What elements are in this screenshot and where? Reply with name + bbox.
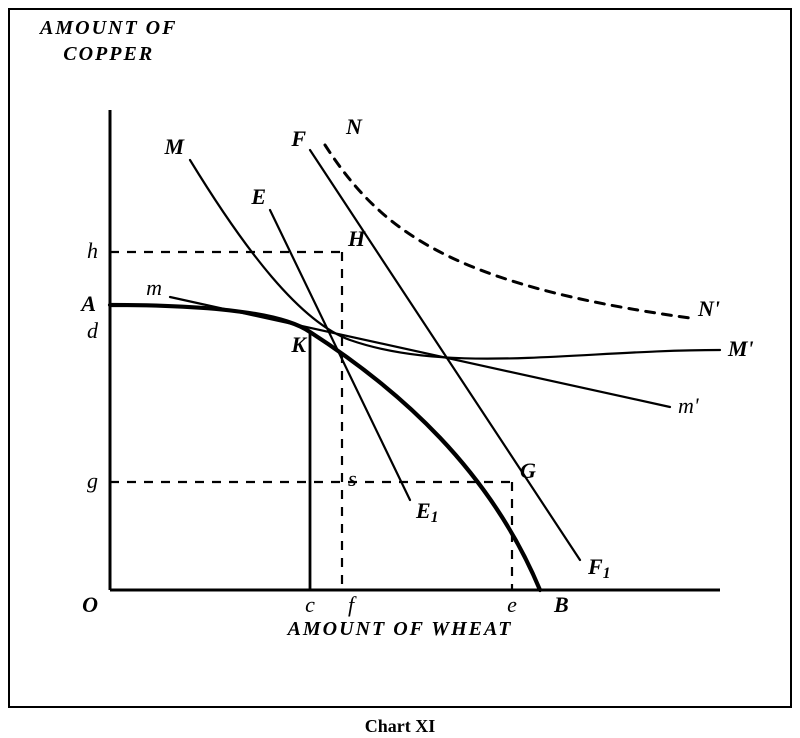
y-axis-title-line1: AMOUNT OF [40, 15, 177, 41]
svg-text:h: h [87, 238, 98, 263]
svg-text:O: O [82, 592, 98, 617]
svg-text:E1: E1 [415, 498, 438, 526]
svg-text:G: G [520, 458, 536, 483]
economics-chart: Ad h g Oc f e B Mm E F N N' M' m' E1 F1 K H Gs AMOUNT OF W… [20, 30, 780, 650]
svg-text:B: B [553, 592, 569, 617]
svg-text:K: K [290, 332, 307, 357]
svg-text:M': M' [727, 336, 754, 361]
svg-text:d: d [87, 318, 99, 343]
point-labels: Ad h g Oc f e B Mm E F N N' M' m' E1 F1 K H Gs [79, 114, 753, 617]
svg-text:F1: F1 [587, 554, 610, 582]
svg-text:s: s [348, 466, 357, 491]
svg-text:M: M [163, 134, 185, 159]
curves [110, 145, 720, 590]
svg-text:c: c [305, 592, 315, 617]
svg-text:F: F [290, 126, 306, 151]
y-axis-title-line2: COPPER [40, 41, 177, 67]
svg-text:e: e [507, 592, 517, 617]
svg-text:m: m [146, 275, 162, 300]
svg-text:N': N' [697, 296, 720, 321]
chart-frame: AMOUNT OF COPPER Ad h g Oc f e B Mm E F N N' M' m' E1 F… [8, 8, 792, 708]
x-axis-title: AMOUNT OF WHEAT [286, 618, 513, 640]
svg-text:g: g [87, 468, 98, 493]
svg-text:H: H [347, 226, 366, 251]
svg-text:A: A [79, 291, 96, 316]
svg-text:f: f [348, 592, 357, 617]
y-axis-title: AMOUNT OF COPPER [40, 15, 177, 67]
chart-caption: Chart XI [0, 716, 800, 737]
svg-text:m': m' [678, 393, 699, 418]
svg-text:E: E [250, 184, 266, 209]
svg-text:N: N [345, 114, 363, 139]
